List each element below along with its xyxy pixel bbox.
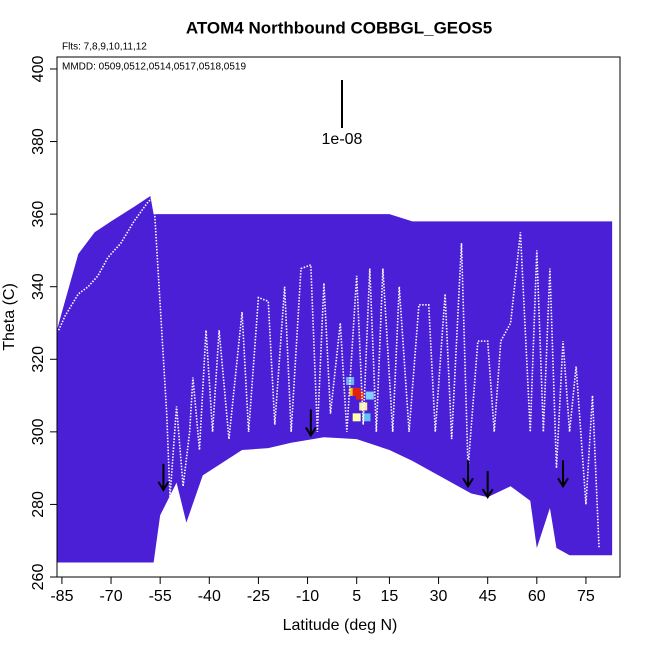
y-tick-label: 320 [30, 346, 47, 373]
y-tick-label: 380 [30, 128, 47, 155]
x-tick-label: -55 [149, 588, 172, 605]
annotation: MMDD: 0509,0512,0514,0517,0518,0519 [62, 62, 246, 73]
arrow [157, 463, 170, 492]
x-tick-label: -70 [99, 588, 122, 605]
arrow [462, 460, 474, 489]
hotspot-cell [355, 391, 364, 400]
x-tick-label: -25 [247, 588, 270, 605]
x-axis-title: Latitude (deg N) [283, 617, 398, 634]
hotspot-cell [352, 413, 361, 422]
chart-subtitle: Flts: 7,8,9,10,11,12 [62, 42, 147, 53]
x-tick-label: 5 [352, 588, 361, 605]
x-tick-label: 75 [577, 588, 595, 605]
x-tick-label: 60 [528, 588, 546, 605]
plot-frame [56, 56, 621, 578]
flight-track [57, 194, 600, 549]
chart-title: ATOM4 Northbound COBBGL_GEOS5 [186, 18, 492, 37]
y-tick-label: 360 [30, 201, 47, 228]
arrow [304, 409, 317, 438]
y-tick-label: 260 [30, 564, 47, 591]
y-tick-label: 300 [30, 418, 47, 445]
y-tick-label: 400 [30, 56, 47, 83]
y-tick-label: 340 [30, 273, 47, 300]
x-tick-label: 45 [479, 588, 497, 605]
arrow [557, 460, 569, 489]
x-tick-label: -40 [198, 588, 221, 605]
x-tick-label: 30 [430, 588, 448, 605]
y-axis-title: Theta (C) [1, 283, 18, 351]
hotspot-cell [365, 391, 374, 400]
x-tick-label: -85 [50, 588, 73, 605]
arrow [481, 471, 494, 500]
scale-label: 1e-08 [322, 131, 363, 148]
y-tick-label: 280 [30, 491, 47, 518]
x-tick-label: 15 [381, 588, 399, 605]
hotspot-cell [362, 413, 371, 422]
x-tick-label: -10 [296, 588, 319, 605]
